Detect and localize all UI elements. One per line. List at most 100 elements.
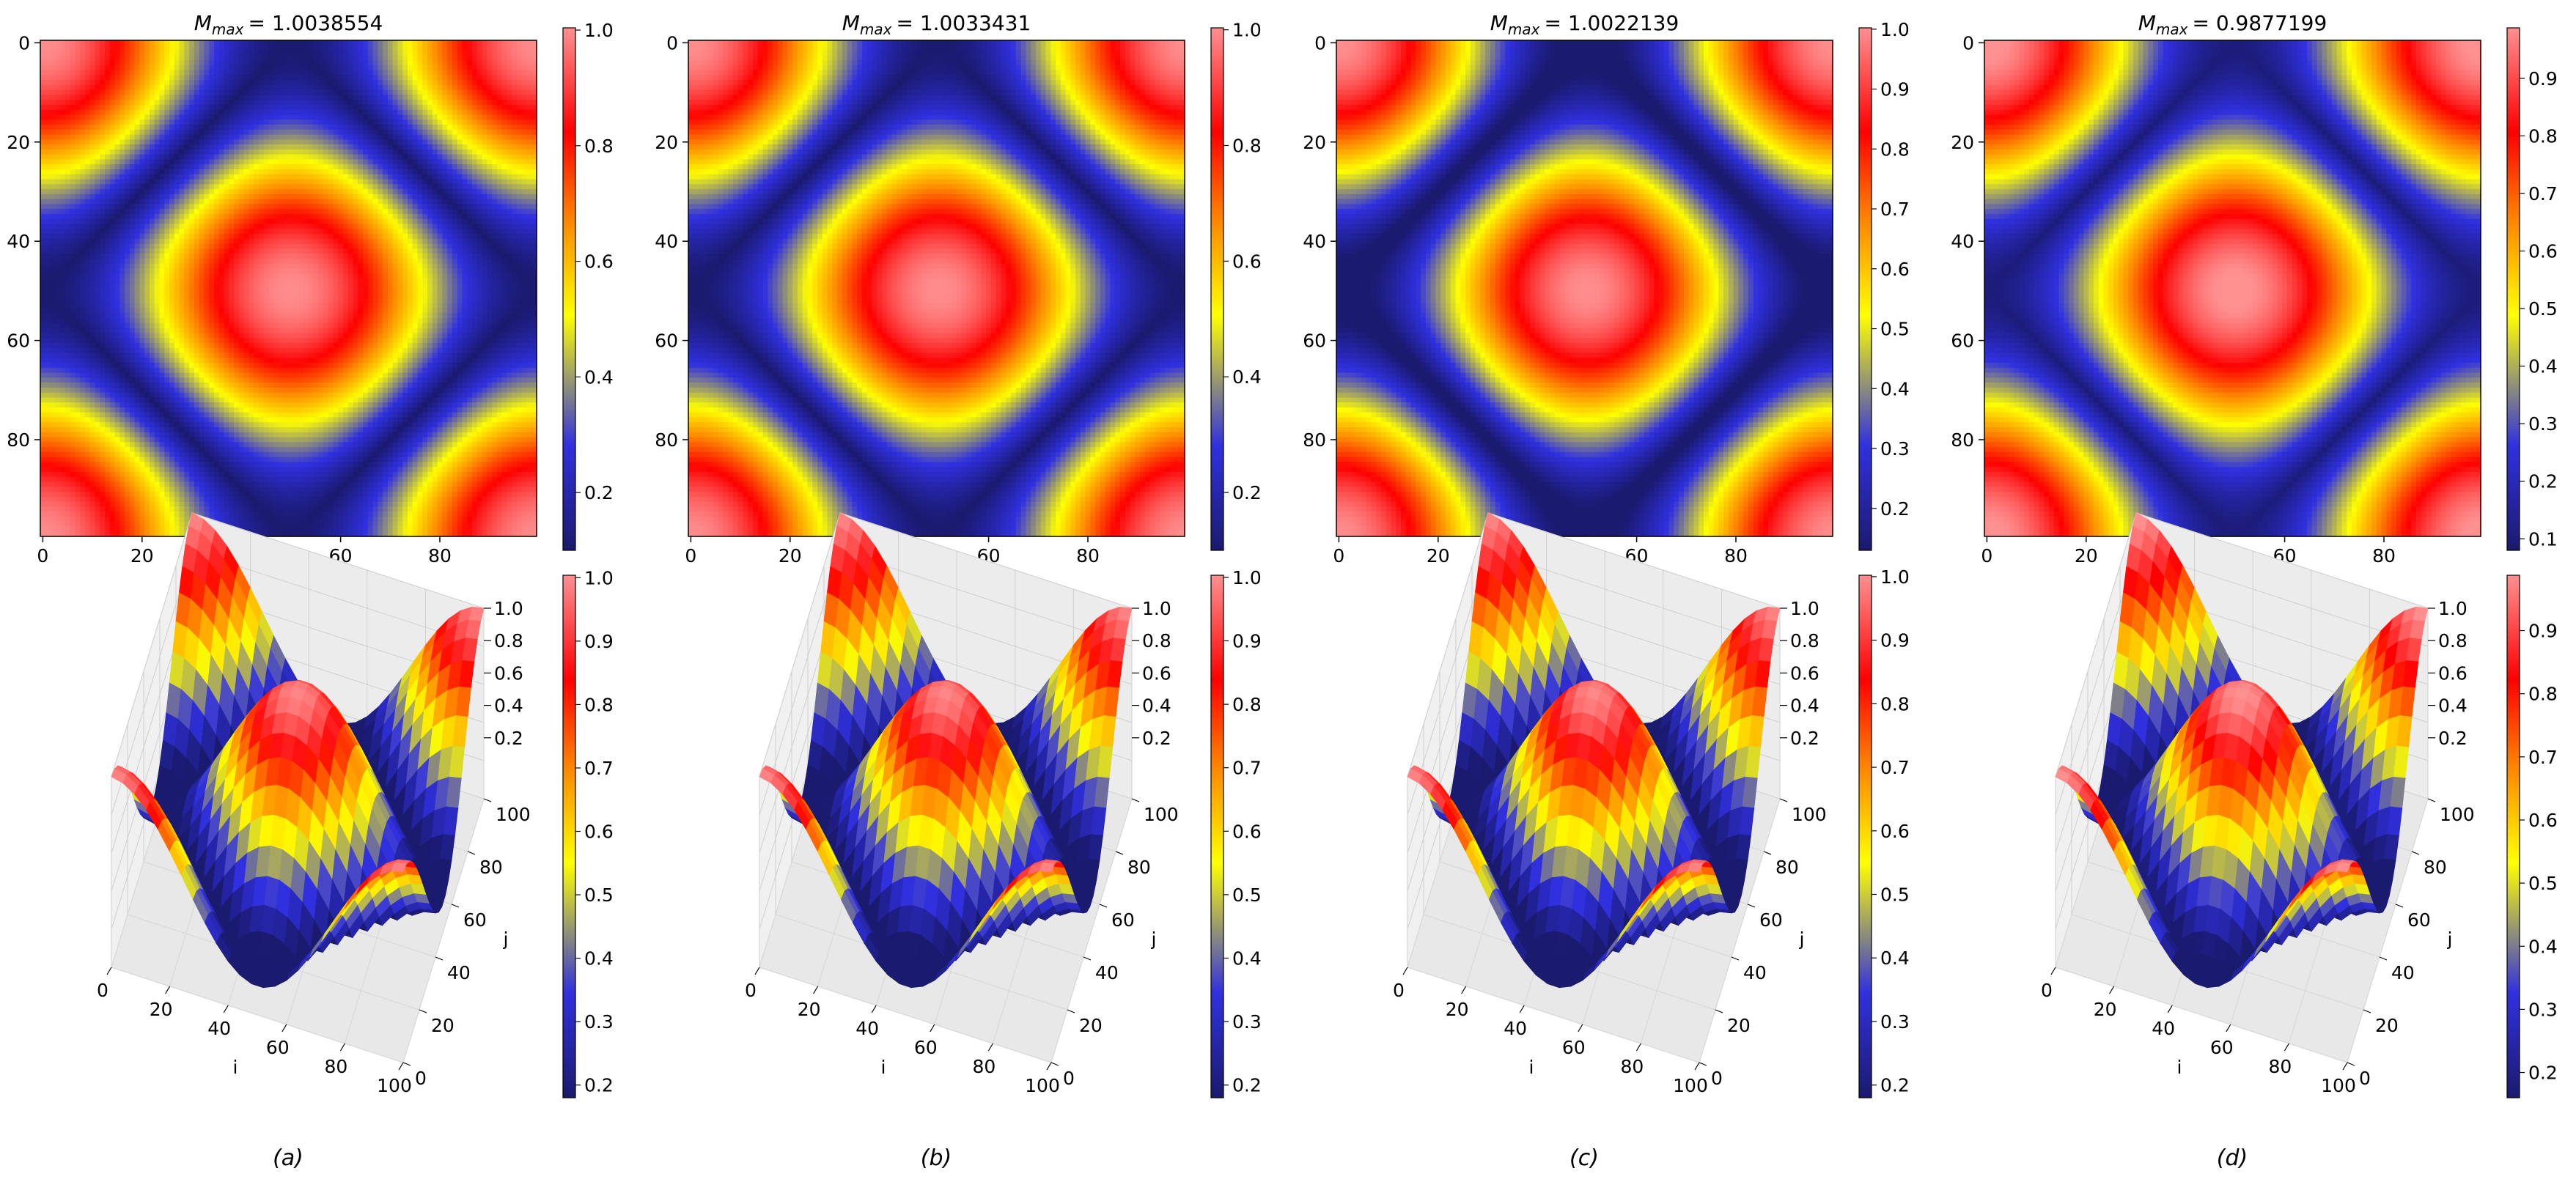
heatmap-cell (139, 65, 144, 70)
heatmap-cell (75, 55, 80, 60)
heatmap-cell (100, 95, 105, 100)
heatmap-cell (422, 90, 427, 95)
heatmap-cell (358, 125, 363, 130)
heatmap-cell (234, 100, 239, 105)
heatmap-cell (130, 51, 135, 56)
heatmap-cell (244, 45, 249, 51)
heatmap-cell (343, 45, 348, 51)
heatmap-cell (433, 80, 438, 85)
heatmap-cell (348, 164, 353, 169)
heatmap-cell (244, 189, 249, 194)
heatmap-cell (264, 40, 269, 45)
heatmap-cell (194, 119, 199, 125)
heatmap-cell (40, 164, 45, 169)
heatmap-cell (180, 144, 185, 149)
heatmap-cell (477, 75, 482, 80)
heatmap-cell (393, 164, 398, 169)
heatmap-cell (393, 184, 398, 189)
heatmap-cell (85, 75, 90, 80)
heatmap-cell (139, 155, 144, 160)
heatmap-cell (497, 110, 502, 115)
heatmap-cell (135, 119, 140, 125)
heatmap-cell (368, 139, 373, 144)
heatmap-cell (298, 169, 303, 174)
heatmap-cell (55, 70, 60, 75)
heatmap-cell (184, 95, 189, 100)
heatmap-cell (105, 194, 110, 199)
heatmap-cell (323, 119, 328, 125)
heatmap-cell (309, 135, 314, 140)
heatmap-cell (467, 135, 472, 140)
heatmap-cell (75, 174, 80, 180)
heatmap-cell (368, 164, 373, 169)
heatmap-cell (264, 60, 269, 65)
heatmap-cell (110, 169, 115, 174)
heatmap-cell (522, 169, 527, 174)
heatmap-cell (497, 164, 502, 169)
heatmap-cell (60, 115, 65, 120)
heatmap-cell (442, 149, 447, 155)
heatmap-cell (105, 125, 110, 130)
heatmap-cell (492, 125, 497, 130)
heatmap-cell (273, 164, 279, 169)
heatmap-cell (174, 139, 180, 144)
heatmap-cell (368, 95, 373, 100)
heatmap-cell (427, 100, 433, 105)
heatmap-cell (298, 180, 303, 185)
heatmap-cell (273, 115, 279, 120)
heatmap-cell (442, 85, 447, 90)
heatmap-cell (180, 139, 185, 144)
heatmap-cell (125, 130, 130, 135)
heatmap-cell (438, 119, 443, 125)
heatmap-cell (219, 169, 224, 174)
heatmap-cell (289, 125, 294, 130)
heatmap-cell (309, 85, 314, 90)
heatmap-cell (402, 85, 408, 90)
heatmap-cell (150, 100, 155, 105)
heatmap-cell (254, 130, 259, 135)
heatmap-cell (115, 55, 120, 60)
heatmap-cell (293, 55, 298, 60)
heatmap-cell (526, 70, 531, 75)
heatmap-cell (65, 164, 70, 169)
heatmap-cell (234, 75, 239, 80)
heatmap-cell (418, 144, 423, 149)
heatmap-cell (477, 135, 482, 140)
heatmap-cell (85, 45, 90, 51)
heatmap-cell (457, 189, 463, 194)
heatmap-cell (229, 105, 234, 110)
heatmap-cell (254, 194, 259, 199)
heatmap-cell (442, 80, 447, 85)
heatmap-cell (472, 65, 477, 70)
heatmap-cell (303, 174, 309, 180)
heatmap-cell (487, 115, 492, 120)
heatmap-cell (144, 80, 150, 85)
heatmap-cell (492, 159, 497, 164)
heatmap-cell (502, 115, 507, 120)
heatmap-cell (452, 75, 457, 80)
heatmap-cell (358, 45, 363, 51)
heatmap-cell (492, 115, 497, 120)
heatmap-cell (229, 110, 234, 115)
heatmap-cell (402, 155, 408, 160)
heatmap-cell (60, 130, 65, 135)
heatmap-cell (467, 105, 472, 110)
heatmap-cell (427, 130, 433, 135)
heatmap-cell (482, 164, 487, 169)
heatmap-cell (526, 149, 531, 155)
heatmap-cell (363, 144, 368, 149)
heatmap-cell (397, 189, 402, 194)
heatmap-cell (125, 180, 130, 185)
heatmap-cell (268, 130, 273, 135)
heatmap-cell (249, 45, 254, 51)
heatmap-cell (522, 65, 527, 70)
heatmap-cell (418, 105, 423, 110)
heatmap-cell (189, 139, 194, 144)
heatmap-cell (507, 100, 512, 105)
heatmap-cell (40, 110, 45, 115)
heatmap-cell (155, 95, 160, 100)
heatmap-cell (303, 189, 309, 194)
heatmap-cell (353, 60, 358, 65)
heatmap-cell (353, 135, 358, 140)
heatmap-cell (279, 95, 284, 100)
